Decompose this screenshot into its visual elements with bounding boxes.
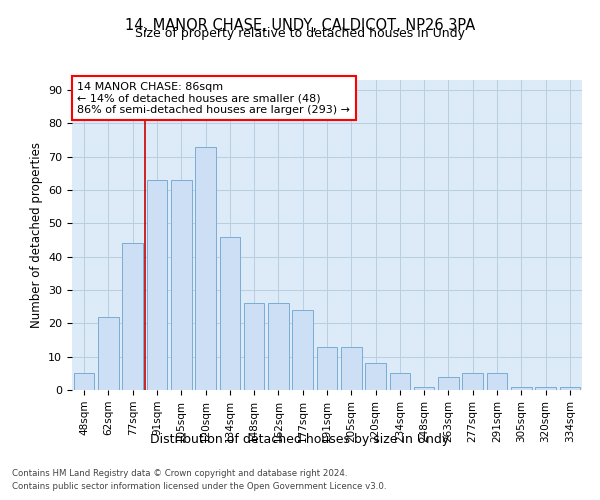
Text: 14, MANOR CHASE, UNDY, CALDICOT, NP26 3PA: 14, MANOR CHASE, UNDY, CALDICOT, NP26 3P… bbox=[125, 18, 475, 32]
Bar bbox=[365, 364, 386, 390]
Text: Contains HM Land Registry data © Crown copyright and database right 2024.: Contains HM Land Registry data © Crown c… bbox=[12, 468, 347, 477]
Bar bbox=[171, 180, 191, 390]
Bar bbox=[511, 386, 532, 390]
Text: 14 MANOR CHASE: 86sqm
← 14% of detached houses are smaller (48)
86% of semi-deta: 14 MANOR CHASE: 86sqm ← 14% of detached … bbox=[77, 82, 350, 115]
Bar bbox=[195, 146, 216, 390]
Bar bbox=[535, 386, 556, 390]
Bar bbox=[220, 236, 240, 390]
Bar bbox=[438, 376, 459, 390]
Bar bbox=[341, 346, 362, 390]
Bar bbox=[389, 374, 410, 390]
Bar bbox=[317, 346, 337, 390]
Bar bbox=[463, 374, 483, 390]
Y-axis label: Number of detached properties: Number of detached properties bbox=[29, 142, 43, 328]
Bar bbox=[122, 244, 143, 390]
Bar bbox=[74, 374, 94, 390]
Bar bbox=[560, 386, 580, 390]
Text: Distribution of detached houses by size in Undy: Distribution of detached houses by size … bbox=[151, 432, 449, 446]
Bar bbox=[244, 304, 265, 390]
Bar bbox=[98, 316, 119, 390]
Text: Size of property relative to detached houses in Undy: Size of property relative to detached ho… bbox=[135, 28, 465, 40]
Bar bbox=[487, 374, 508, 390]
Bar bbox=[292, 310, 313, 390]
Bar bbox=[414, 386, 434, 390]
Bar bbox=[146, 180, 167, 390]
Text: Contains public sector information licensed under the Open Government Licence v3: Contains public sector information licen… bbox=[12, 482, 386, 491]
Bar bbox=[268, 304, 289, 390]
